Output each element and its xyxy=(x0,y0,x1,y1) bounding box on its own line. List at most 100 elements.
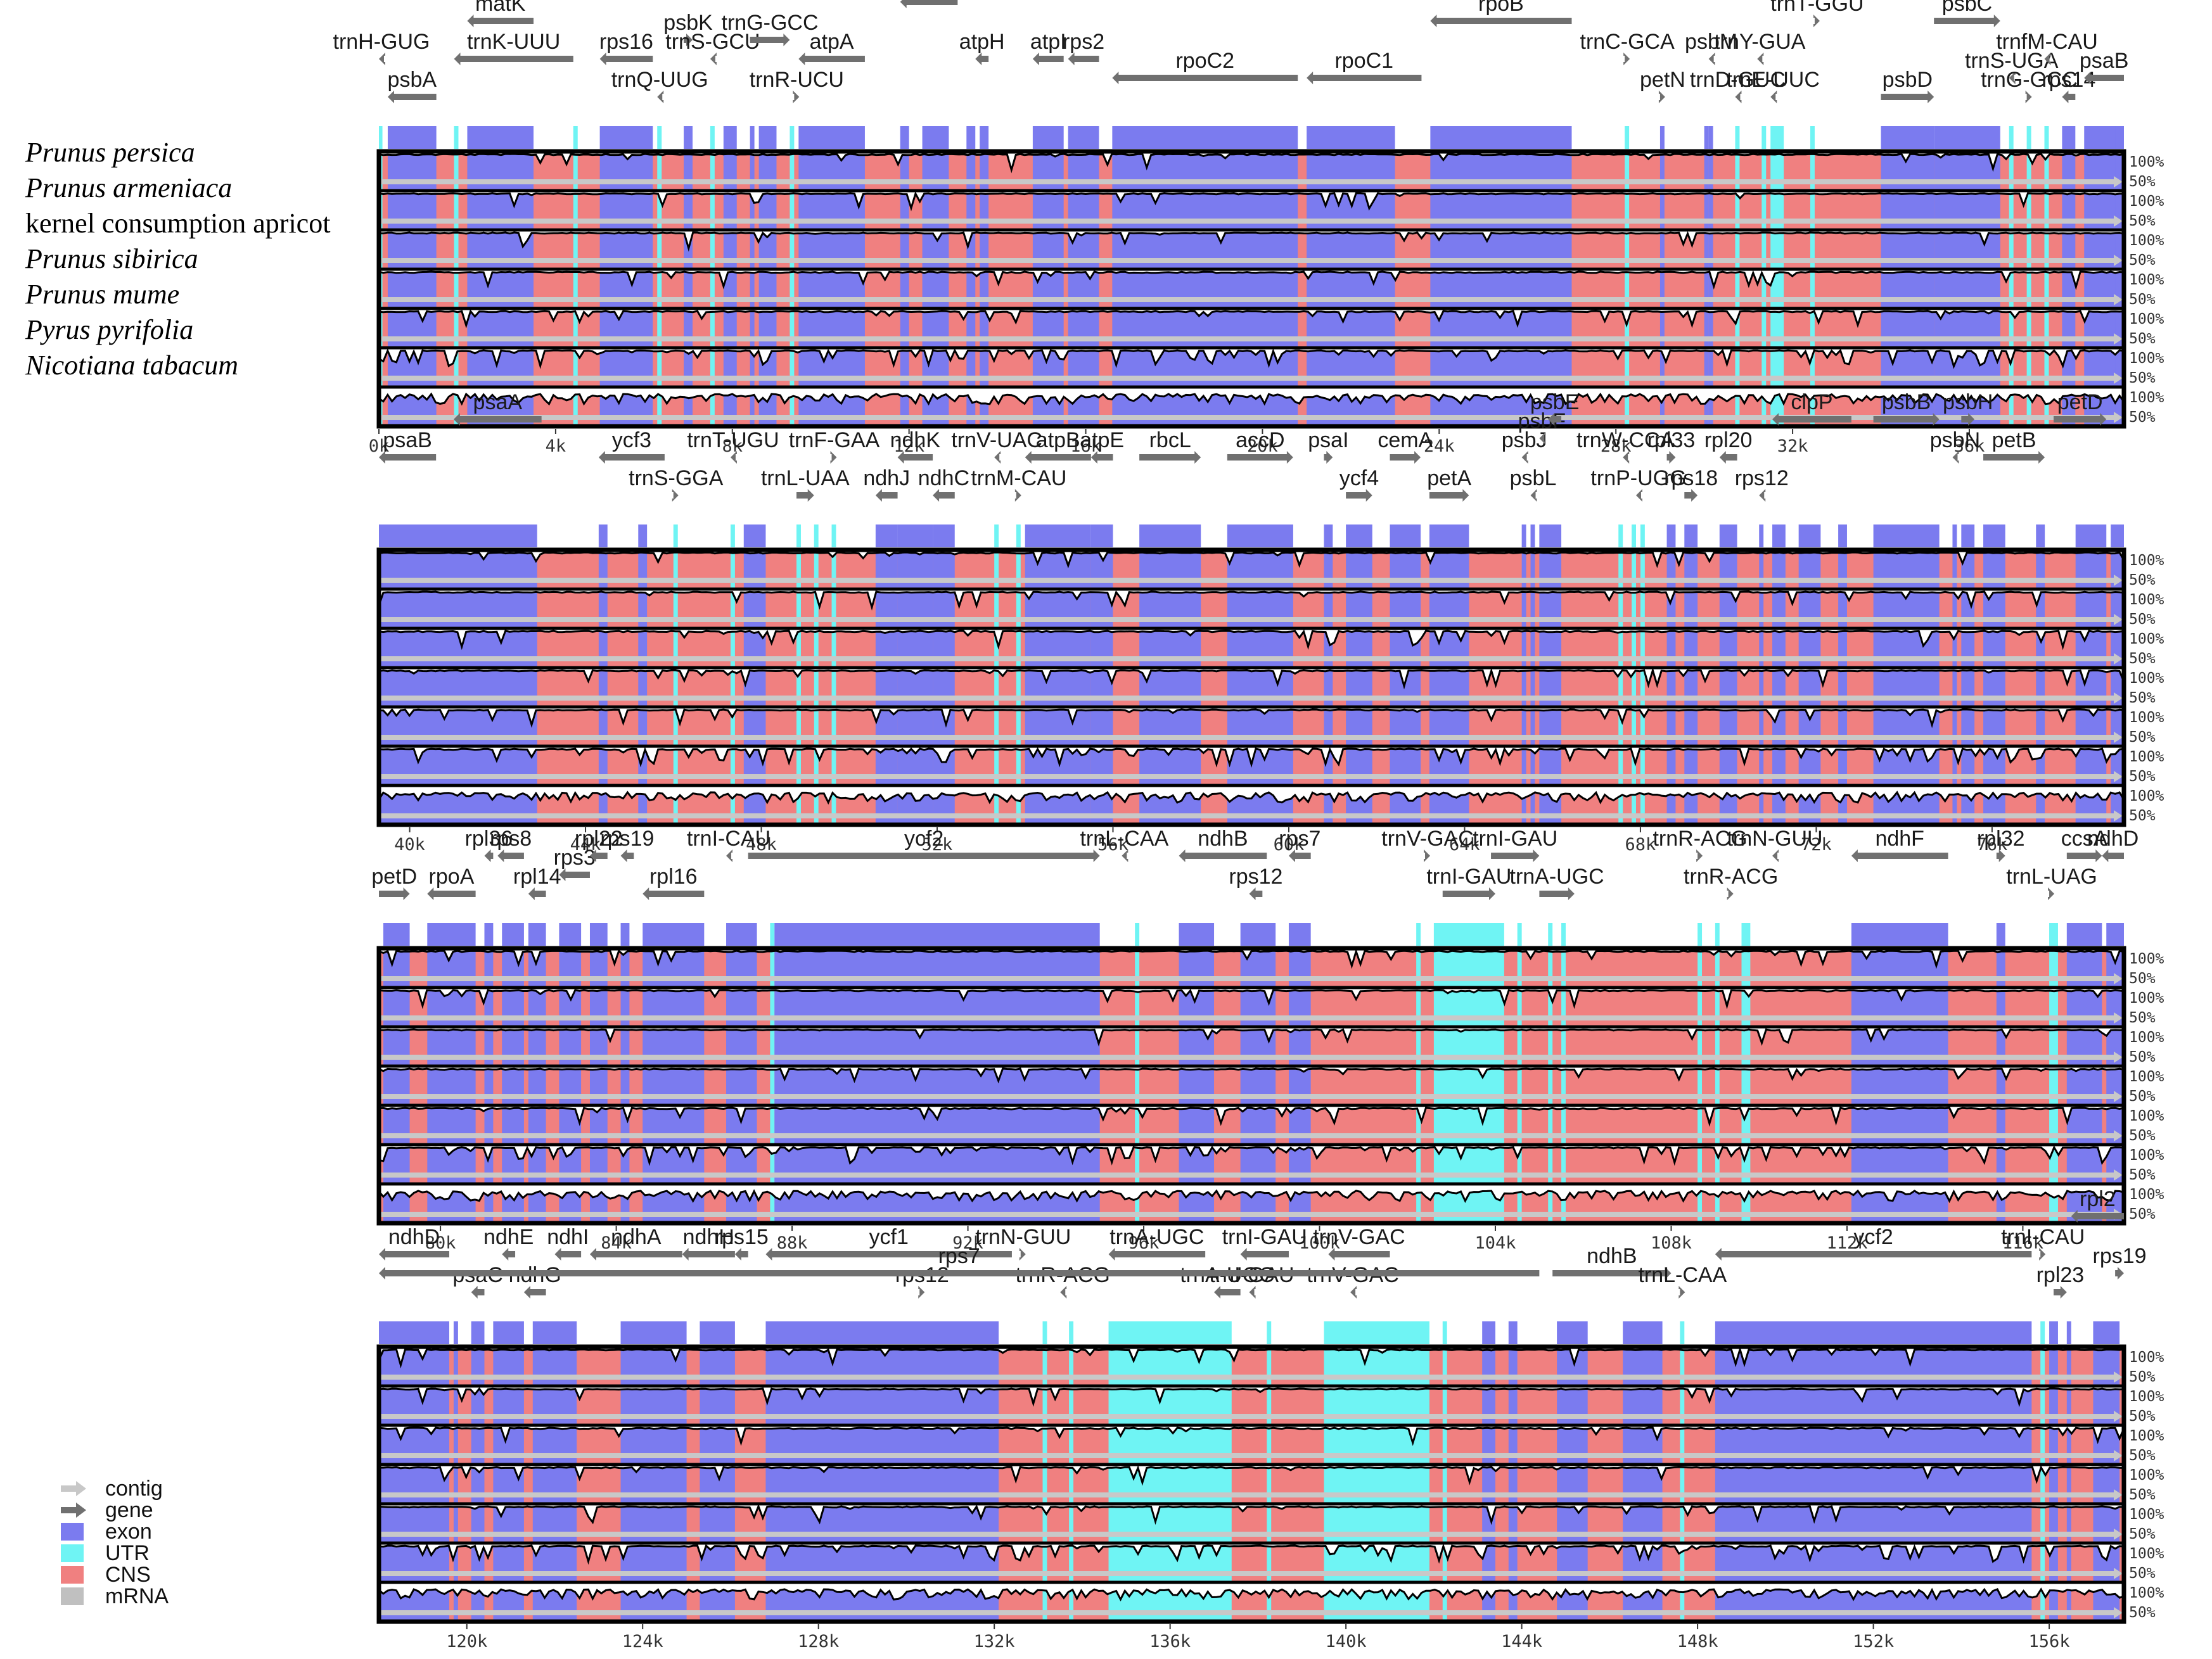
gene-label: psbE xyxy=(1530,390,1580,414)
identity-line xyxy=(378,1543,2125,1565)
x-tick-label: 32k xyxy=(1777,436,1808,456)
contig-arrowhead xyxy=(2114,176,2123,188)
exon-feature xyxy=(1881,126,1934,149)
gene-arrow xyxy=(1813,15,1820,27)
exon-feature xyxy=(897,524,933,547)
gene-label: rpoC1 xyxy=(1334,49,1393,73)
utr-column xyxy=(790,151,795,426)
exon-feature xyxy=(2049,1321,2058,1344)
exon-feature xyxy=(427,923,476,946)
gene-arrow xyxy=(1307,72,1422,84)
utr-feature xyxy=(1267,1321,1272,1344)
gene-label: atpE xyxy=(1080,428,1124,452)
pct-100-label: 100% xyxy=(2129,631,2164,647)
identity-line xyxy=(378,948,2125,969)
gene-label: rpl33 xyxy=(1647,428,1696,452)
identity-line xyxy=(378,590,2125,611)
gene-label: ycf3 xyxy=(612,428,651,452)
gene-arrow xyxy=(1757,53,1764,65)
exon-feature xyxy=(620,1321,687,1344)
x-tick-label: 108k xyxy=(1651,1233,1692,1253)
gene-label: ycf2 xyxy=(1853,1225,1893,1249)
identity-curve xyxy=(379,308,2124,326)
gene-label: ndhF xyxy=(1875,827,1924,851)
contig-arrowhead xyxy=(2114,1012,2123,1024)
gene-arrow xyxy=(1539,432,1546,445)
identity-curve xyxy=(379,589,2124,607)
contig-bar xyxy=(379,1375,2115,1380)
gene-label: psbH xyxy=(1943,390,1993,414)
exon-column xyxy=(1952,550,1957,825)
utr-column xyxy=(1761,151,1767,426)
gene-arrow xyxy=(1952,451,1959,464)
exon-feature xyxy=(750,126,755,149)
exon-feature xyxy=(2093,1321,2120,1344)
contig-arrowhead xyxy=(2114,1568,2123,1579)
exon-feature xyxy=(1068,126,1099,149)
x-tick-label: 64k xyxy=(1449,835,1480,855)
gene-arrow xyxy=(2102,849,2124,862)
pct-50-label: 50% xyxy=(2129,1565,2156,1582)
gene-label: trnV-GAC xyxy=(1313,1225,1405,1249)
legend-label: contig xyxy=(105,1477,163,1501)
identity-line xyxy=(378,309,2125,329)
gene-label: psbB xyxy=(1882,390,1931,414)
utr-column xyxy=(1135,948,1140,1223)
gene-arrow xyxy=(1122,849,1128,862)
exon-feature xyxy=(467,126,534,149)
gene-label: rpl14 xyxy=(513,865,561,889)
exon-feature xyxy=(966,126,976,149)
gene-label: ndhJ xyxy=(863,466,910,490)
pct-100-label: 100% xyxy=(2129,1186,2164,1203)
gene-label: ndhC xyxy=(918,466,969,490)
gene-arrow xyxy=(684,34,693,46)
gene-arrow xyxy=(994,451,1001,464)
gene-label: rbcL xyxy=(1149,428,1191,452)
gene-arrow xyxy=(1727,887,1734,900)
exon-column xyxy=(750,151,755,426)
utr-column xyxy=(2040,1347,2045,1622)
contig-arrowhead xyxy=(2114,1169,2123,1181)
gene-arrow xyxy=(1983,451,2045,464)
identity-curve xyxy=(379,1386,2124,1404)
x-tick-label: 60k xyxy=(1274,835,1305,855)
exon-feature xyxy=(1390,524,1421,547)
identity-line xyxy=(378,1145,2125,1166)
exon-feature xyxy=(383,1321,449,1344)
gene-label: rpl2 xyxy=(2080,1187,2116,1211)
contig-arrowhead xyxy=(2114,771,2123,782)
x-tick-label: 120k xyxy=(446,1632,487,1651)
utr-feature xyxy=(770,923,775,946)
gene-arrow xyxy=(1442,887,1496,900)
pct-100-label: 100% xyxy=(2129,990,2164,1007)
utr-feature xyxy=(1735,126,1740,149)
gene-label: rps12 xyxy=(1735,466,1789,490)
pct-50-label: 50% xyxy=(2129,808,2156,824)
pct-50-label: 50% xyxy=(2129,1206,2156,1223)
gene-arrow xyxy=(798,53,865,65)
utr-feature xyxy=(657,126,662,149)
utr-column xyxy=(831,550,836,825)
gene-arrow xyxy=(2071,1210,2124,1223)
gene-label: rps12 xyxy=(1229,865,1282,889)
x-tick-label: 152k xyxy=(1853,1632,1894,1651)
exon-feature xyxy=(774,923,1100,946)
exon-feature xyxy=(700,1321,735,1344)
exon-feature xyxy=(684,126,693,149)
exon-column xyxy=(1704,151,1709,426)
x-tick-label: 8k xyxy=(722,436,743,456)
identity-line xyxy=(378,231,2125,252)
pct-100-label: 100% xyxy=(2129,311,2164,327)
gene-arrow xyxy=(2025,91,2032,103)
gene-label: psaB xyxy=(383,428,432,452)
utr-column xyxy=(1640,550,1645,825)
utr-feature xyxy=(454,126,459,149)
pct-50-label: 50% xyxy=(2129,1447,2156,1464)
gene-arrow xyxy=(748,849,1100,862)
gene-label: rpl36 xyxy=(465,827,513,851)
pct-50-label: 50% xyxy=(2129,252,2156,269)
gene-arrow xyxy=(1678,1286,1685,1299)
legend-swatch-gene xyxy=(61,1503,86,1518)
contig-bar xyxy=(379,1055,2115,1060)
